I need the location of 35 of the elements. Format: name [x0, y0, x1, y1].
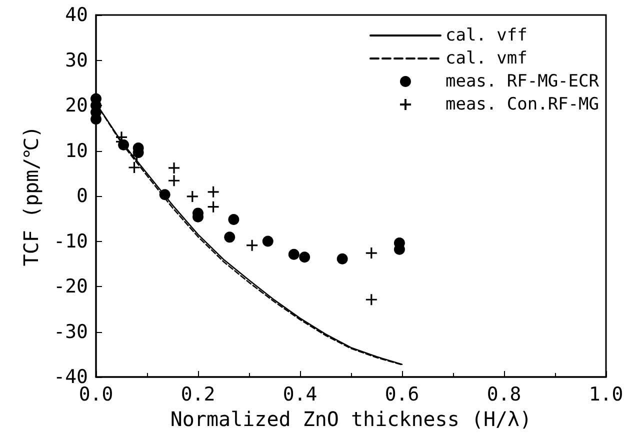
- point: [207, 186, 220, 198]
- y-tick-label: -20: [54, 276, 88, 298]
- point: [288, 248, 300, 260]
- y-tick-label: -30: [54, 320, 88, 343]
- point: [186, 190, 199, 203]
- point: [246, 239, 258, 252]
- point: [365, 293, 378, 306]
- point: [262, 236, 274, 247]
- legend-label: cal. vff: [445, 26, 528, 46]
- y-tick-label: 30: [65, 49, 88, 72]
- y-tick-label: 10: [65, 140, 88, 162]
- x-axis-title: Normalized ZnO thickness (H/λ): [170, 406, 532, 431]
- x-tick-label: 0.0: [78, 384, 114, 406]
- legend-label: cal. vmf: [445, 48, 528, 68]
- point: [207, 200, 220, 214]
- y-tick-label: -10: [54, 230, 88, 252]
- y-tick-label: 20: [65, 94, 88, 116]
- point: [336, 253, 348, 264]
- point: [365, 246, 378, 260]
- legend-label: meas. Con.RF-MG: [445, 94, 600, 114]
- point: [224, 232, 236, 243]
- x-tick-label: 1.0: [588, 384, 624, 406]
- point: [228, 214, 240, 226]
- point: [168, 162, 180, 174]
- point: [299, 252, 310, 263]
- x-tick-label: 0.2: [180, 384, 216, 406]
- point: [128, 161, 141, 174]
- x-tick-label: 0.8: [486, 384, 522, 406]
- y-tick-label: 0: [76, 185, 88, 207]
- y-axis-title: TCF (ppm/℃): [19, 126, 43, 266]
- point: [168, 174, 180, 187]
- x-tick-label: 0.6: [384, 384, 420, 406]
- legend-label: meas. RF-MG-ECR: [445, 72, 600, 92]
- x-tick-label: 0.4: [282, 384, 318, 406]
- y-tick-label: 40: [65, 4, 88, 26]
